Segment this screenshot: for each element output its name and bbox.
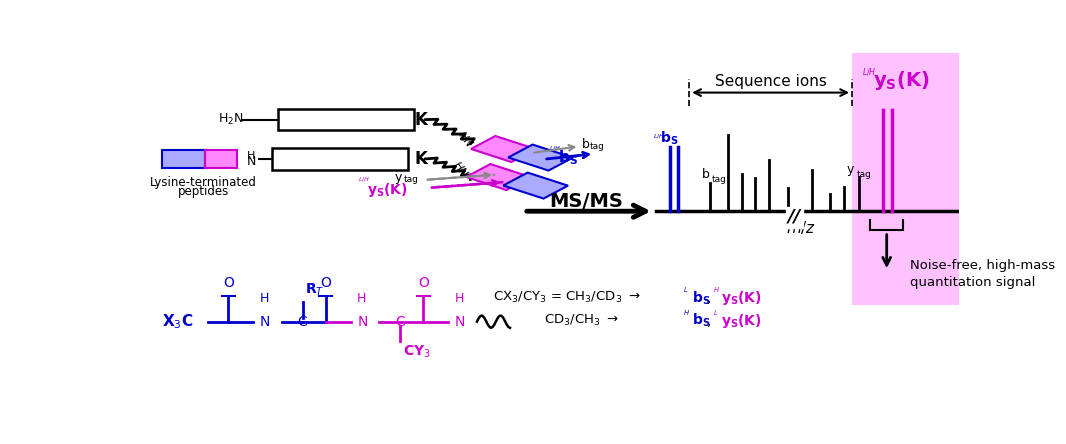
Text: $^{L/H}$: $^{L/H}$ [549, 146, 561, 155]
Text: Sequence ions: Sequence ions [715, 74, 827, 89]
Text: H: H [357, 292, 367, 305]
Text: $^L$: $^L$ [683, 288, 689, 297]
Text: CD$_3$/CH$_3$ $\rightarrow$: CD$_3$/CH$_3$ $\rightarrow$ [544, 313, 619, 328]
Text: tag: tag [591, 143, 605, 151]
Bar [205, 150, 237, 168]
Text: HN: HN [456, 130, 474, 149]
Text: ,: , [708, 291, 712, 305]
Text: CX$_3$/CY$_3$ = CH$_3$/CD$_3$ $\rightarrow$: CX$_3$/CY$_3$ = CH$_3$/CD$_3$ $\rightarr… [492, 290, 641, 305]
Bar [162, 150, 205, 168]
Text: Lysine-terminated: Lysine-terminated [150, 176, 257, 189]
Text: $^{L/H}$: $^{L/H}$ [652, 134, 665, 143]
Text: b: b [701, 168, 710, 182]
Text: C: C [297, 315, 307, 329]
Text: CY$_3$: CY$_3$ [403, 344, 431, 360]
Text: $\mathbf{b_S}$: $\mathbf{b_S}$ [692, 289, 710, 307]
Text: O: O [223, 276, 233, 290]
Text: H: H [454, 292, 464, 305]
Text: $\mathbf{b_S}$: $\mathbf{b_S}$ [660, 130, 679, 147]
Text: O: O [418, 276, 429, 290]
Text: y: y [394, 170, 402, 183]
Text: $^H$: $^H$ [683, 310, 691, 321]
Bar [508, 145, 572, 170]
Text: quantitation signal: quantitation signal [909, 276, 1035, 289]
Text: tag: tag [403, 175, 418, 184]
Bar [503, 173, 568, 198]
Text: peptides: peptides [178, 185, 229, 198]
Text: tag: tag [712, 175, 726, 184]
Text: Noise-free, high-mass: Noise-free, high-mass [909, 259, 1055, 272]
Text: MS/MS: MS/MS [549, 193, 623, 211]
Text: tag: tag [857, 170, 872, 179]
Text: //: // [788, 208, 801, 226]
Text: $m/z$: $m/z$ [786, 219, 815, 236]
Text: K: K [415, 111, 427, 129]
Bar [852, 53, 959, 305]
Text: b: b [582, 138, 589, 151]
Text: K: K [415, 150, 427, 168]
Bar [272, 148, 408, 170]
Text: $\mathbf{b_S}$: $\mathbf{b_S}$ [692, 312, 710, 329]
Bar [466, 164, 531, 190]
Text: $^{L/H}$: $^{L/H}$ [862, 69, 876, 79]
Text: N: N [454, 315, 465, 329]
Text: $\mathbf{y_S(K)}$: $\mathbf{y_S(K)}$ [722, 312, 762, 329]
Text: N: N [260, 315, 270, 329]
Text: C: C [395, 315, 405, 329]
Text: $^{L/H}$: $^{L/H}$ [358, 177, 370, 186]
Text: HN: HN [451, 161, 469, 180]
Text: //: // [788, 208, 801, 226]
Text: N: N [357, 315, 368, 329]
Bar [278, 109, 414, 130]
Bar [471, 136, 536, 162]
Text: $\mathbf{y_S(K)}$: $\mathbf{y_S(K)}$ [873, 69, 930, 92]
Text: X$_3$C: X$_3$C [162, 312, 194, 331]
Text: $\mathbf{y_S(K)}$: $\mathbf{y_S(K)}$ [367, 181, 408, 199]
Text: $^H$: $^H$ [713, 288, 721, 297]
Text: N: N [246, 155, 256, 168]
Text: $\mathbf{y_S(K)}$: $\mathbf{y_S(K)}$ [722, 289, 762, 307]
Text: O: O [320, 276, 332, 290]
Text: H: H [247, 151, 256, 161]
Text: H: H [260, 292, 269, 305]
Text: y: y [847, 163, 855, 176]
Text: $^L$: $^L$ [713, 310, 718, 321]
Text: R$_T$: R$_T$ [305, 282, 324, 298]
Text: H$_2$N: H$_2$N [217, 112, 243, 127]
Text: $\mathbf{b_S}$: $\mathbf{b_S}$ [558, 148, 578, 167]
Text: ,: , [708, 313, 712, 328]
